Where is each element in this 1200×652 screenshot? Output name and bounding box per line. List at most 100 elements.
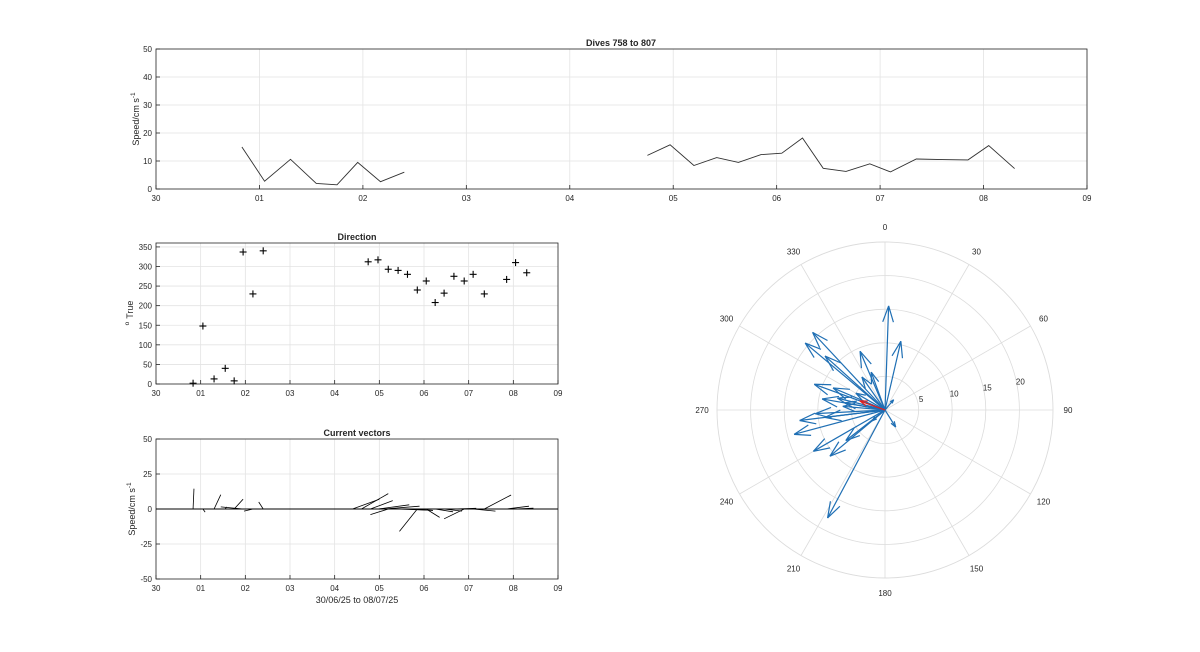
compass-angle-label: 90	[1064, 406, 1073, 415]
direction-point	[480, 290, 488, 298]
direction-series	[189, 247, 531, 387]
direction-ytick-label: 250	[139, 282, 153, 291]
compass-arrow	[829, 409, 886, 457]
compass-arrow	[884, 340, 904, 411]
compass-spoke	[884, 325, 1031, 411]
compass-angle-label: 30	[972, 248, 981, 257]
compass-arrow	[826, 409, 886, 519]
vector-stick	[202, 508, 206, 513]
compass-arrow	[812, 331, 886, 411]
direction-point	[230, 377, 238, 385]
direction-point	[199, 322, 207, 330]
speed-ytick-label: 10	[143, 157, 152, 166]
speed-xtick-label: 09	[1083, 194, 1092, 203]
speed-xtick-label: 03	[462, 194, 471, 203]
vector-stick	[453, 507, 477, 510]
vector-stick	[370, 500, 393, 510]
speed-xtick-label: 30	[152, 194, 161, 203]
compass-spoke	[884, 409, 1031, 495]
compass-angle-label: 210	[787, 564, 801, 573]
compass-angle-label: 300	[720, 315, 734, 324]
compass-arrow	[861, 376, 886, 411]
direction-xtick-label: 30	[152, 389, 161, 398]
vector-stick	[443, 508, 465, 520]
compass-arrows	[793, 305, 904, 519]
speed-ytick-label: 20	[143, 129, 152, 138]
compass-angle-label: 120	[1037, 498, 1051, 507]
vectors-xtick-label: 08	[509, 584, 518, 593]
direction-xtick-label: 07	[464, 389, 473, 398]
direction-ytick-label: 200	[139, 302, 153, 311]
direction-point	[364, 258, 372, 266]
direction-xtick-label: 05	[375, 389, 384, 398]
direction-ytick-label: 150	[139, 321, 153, 330]
direction-point	[239, 248, 247, 256]
direction-point	[503, 275, 511, 283]
speed-xtick-label: 01	[255, 194, 264, 203]
vectors-xtick-label: 06	[420, 584, 429, 593]
vector-stick	[399, 508, 418, 532]
vector-stick	[435, 508, 454, 513]
vector-stick	[243, 508, 254, 512]
direction-point	[450, 272, 458, 280]
vectors-xlabel: 30/06/25 to 08/07/25	[316, 595, 399, 605]
direction-ylabel: oTrue	[124, 301, 135, 326]
vector-stick	[377, 504, 410, 510]
direction-point	[394, 266, 402, 274]
compass-radius-label: 10	[950, 389, 959, 398]
direction-point	[512, 259, 520, 267]
speed-line	[647, 137, 1015, 173]
compass-radius-label: 5	[919, 395, 924, 404]
direction-point	[431, 299, 439, 307]
direction-ytick-label: 50	[143, 360, 152, 369]
direction-point	[249, 290, 257, 298]
compass-angle-label: 270	[695, 406, 709, 415]
direction-ticks: 30 01 02 03 04 05 06 07 08 09 0 50 100 150 200 250 300 35…	[139, 243, 563, 398]
vectors-ticks: 30 01 02 03 04 05 06 07 08 09 -50 -25 0 25 50	[140, 435, 563, 593]
compass-arrow	[824, 409, 886, 422]
vectors-xtick-label: 02	[241, 584, 250, 593]
speed-xtick-label: 08	[979, 194, 988, 203]
vector-stick	[426, 508, 440, 518]
vector-stick	[370, 508, 389, 515]
direction-point	[523, 269, 531, 277]
compass-arrow	[804, 342, 886, 411]
vector-stick	[473, 508, 496, 512]
speed-line	[241, 146, 405, 186]
vector-stick	[484, 494, 512, 510]
vector-stick	[515, 507, 534, 510]
vectors-xtick-label: 09	[554, 584, 563, 593]
direction-point	[384, 265, 392, 273]
vectors-panel: 30 01 02 03 04 05 06 07 08 09 -50 -25 0 25 50 Current …	[126, 428, 563, 605]
vectors-ytick-label: 25	[143, 470, 152, 479]
vectors-xtick-label: 30	[152, 584, 161, 593]
direction-point	[259, 247, 267, 255]
speed-title: Dives 758 to 807	[586, 38, 656, 48]
direction-ytick-label: 100	[139, 341, 153, 350]
speed-ytick-label: 30	[143, 101, 152, 110]
compass-arrow	[793, 409, 886, 436]
compass-spoke	[884, 409, 970, 556]
speed-xtick-label: 07	[876, 194, 885, 203]
speed-xtick-label: 06	[772, 194, 781, 203]
compass-angle-label: 240	[720, 498, 734, 507]
compass-arrow	[884, 409, 897, 428]
vectors-ytick-label: 0	[148, 505, 153, 514]
compass-radius-label: 20	[1016, 378, 1025, 387]
direction-point	[403, 270, 411, 278]
speed-ylabel: Speed/cm s-1	[130, 92, 141, 146]
direction-xtick-label: 09	[554, 389, 563, 398]
vector-stick	[258, 501, 264, 510]
vector-stick	[506, 505, 530, 510]
speed-panel: 30 01 02 03 04 05 06 07 08 09 0 10 20 30 40 50 Dives 75…	[130, 38, 1092, 203]
compass-angle-label: 60	[1039, 315, 1048, 324]
vectors-title: Current vectors	[323, 428, 390, 438]
direction-xtick-label: 08	[509, 389, 518, 398]
speed-ytick-label: 50	[143, 45, 152, 54]
vector-stick	[213, 494, 222, 510]
compass-arrow	[882, 305, 894, 411]
vector-stick	[220, 506, 244, 510]
vectors-xtick-label: 01	[196, 584, 205, 593]
compass-arrow	[814, 406, 886, 419]
